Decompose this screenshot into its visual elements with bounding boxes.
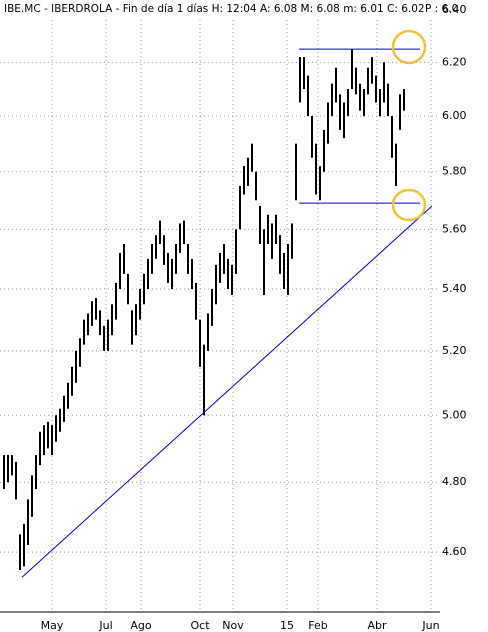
- y-tick-label: 5.60: [442, 222, 467, 235]
- x-tick-label: Abr: [367, 619, 387, 632]
- x-tick-label: Jul: [98, 619, 112, 632]
- title-extra: P : 6.0: [425, 3, 458, 15]
- chart-title: IBE.MC - IBERDROLA - Fin de día 1 días H…: [4, 3, 425, 15]
- y-tick-label: 4.80: [442, 475, 467, 488]
- x-tick-label: Jun: [421, 619, 439, 632]
- x-tick-label: Nov: [222, 619, 244, 632]
- highlight: [391, 188, 427, 222]
- x-tick-label: Oct: [190, 619, 210, 632]
- y-tick-label: 4.60: [442, 545, 467, 558]
- y-tick-label: 6.00: [442, 109, 467, 122]
- y-tick-label: 6.20: [442, 55, 467, 68]
- y-tick-label: 5.00: [442, 408, 467, 421]
- x-tick-label: 15: [280, 619, 294, 632]
- y-tick-label: 5.80: [442, 165, 467, 178]
- y-tick-label: 6.40: [442, 3, 467, 16]
- highlight: [391, 29, 427, 65]
- trend-line: [21, 205, 433, 578]
- x-tick-label: Feb: [308, 619, 327, 632]
- x-tick-label: May: [41, 619, 64, 632]
- plot: [3, 48, 433, 578]
- y-tick-label: 5.40: [442, 282, 467, 295]
- y-tick-label: 5.20: [442, 344, 467, 357]
- title-bg: [0, 0, 440, 17]
- x-tick-label: Ago: [130, 619, 152, 632]
